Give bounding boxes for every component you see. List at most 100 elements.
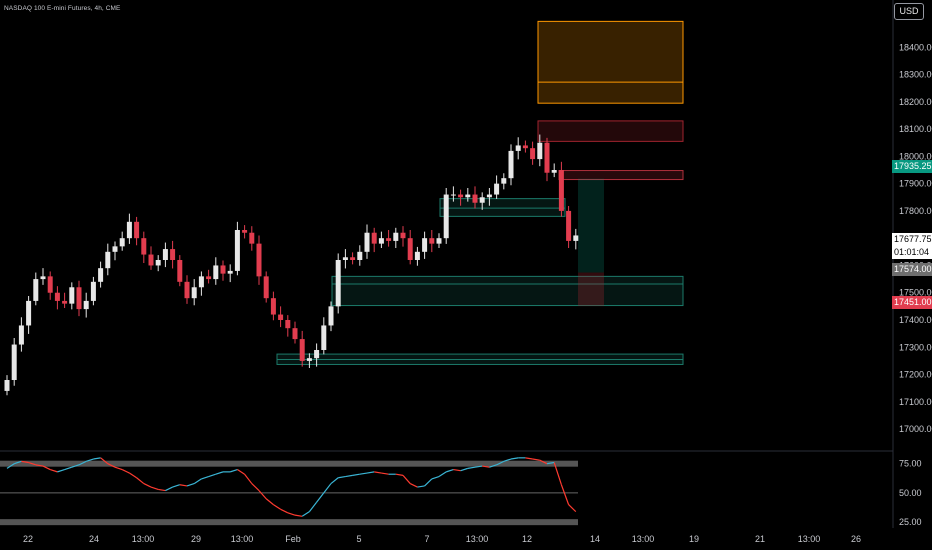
price-tick-label: 17200.00 — [899, 370, 932, 380]
candle-body — [177, 260, 183, 282]
candle-body — [328, 306, 334, 326]
rsi-segment — [251, 483, 260, 492]
rsi-segment — [402, 474, 411, 484]
candle-body — [551, 170, 557, 173]
candle-body — [134, 221, 140, 239]
candle-body — [18, 325, 24, 345]
rsi-segment — [244, 473, 253, 484]
time-tick-label: Feb — [285, 534, 301, 544]
candle-body — [465, 194, 471, 198]
demand-zone-upper — [439, 198, 566, 217]
rsi-segment — [345, 474, 353, 478]
rsi-segment — [78, 460, 87, 466]
price-tick-label: 17900.00 — [899, 179, 932, 189]
candle-body — [494, 183, 500, 195]
rsi-segment — [308, 501, 318, 512]
candle-body — [11, 344, 17, 380]
rsi-segment — [136, 477, 145, 485]
rsi-segment — [93, 457, 101, 460]
time-tick-label: 21 — [755, 534, 765, 544]
candle-body — [458, 194, 464, 198]
rsi-band-edge — [0, 519, 578, 526]
candle-body — [227, 270, 233, 274]
price-tick-label: 18000.00 — [899, 151, 932, 161]
candle-body — [278, 314, 284, 320]
time-tick-label: 29 — [191, 534, 201, 544]
rsi-segment — [323, 483, 332, 494]
candle-body — [285, 320, 291, 329]
price-tick-label: 17400.00 — [899, 315, 932, 325]
candle-body — [4, 380, 10, 391]
time-tick-label: 13:00 — [632, 534, 655, 544]
rsi-segment — [237, 469, 245, 475]
candle-body — [486, 194, 492, 198]
candle-body — [522, 145, 528, 149]
rsi-segment — [417, 485, 425, 488]
rsi-segment — [374, 471, 382, 474]
time-tick-label: 7 — [424, 534, 429, 544]
rsi-segment — [86, 458, 94, 462]
upper-marker-label: 17935.25 — [892, 160, 932, 173]
time-tick-label: 24 — [89, 534, 99, 544]
candle-body — [472, 194, 478, 203]
candle-body — [407, 238, 413, 260]
rsi-segment — [121, 468, 130, 474]
candle-body — [450, 194, 456, 196]
candle-body — [256, 243, 262, 277]
rsi-segment — [560, 484, 570, 505]
rsi-segment — [107, 463, 116, 468]
rsi-segment — [14, 460, 22, 465]
rsi-segment — [438, 471, 447, 478]
candle-body — [198, 276, 204, 288]
rsi-segment — [474, 465, 483, 468]
candle-body — [242, 230, 248, 233]
candle-body — [220, 265, 226, 274]
candle-body — [357, 251, 363, 260]
candle-body — [400, 232, 406, 239]
candle-body — [515, 145, 521, 151]
rsi-band-edge — [0, 460, 578, 467]
candle-body — [126, 221, 132, 239]
rsi-segment — [172, 484, 180, 488]
time-tick-label: 22 — [23, 534, 33, 544]
rsi-segment — [21, 460, 29, 464]
time-axis[interactable]: 22 24 13:00 29 13:00 Feb 5 7 13:00 12 14 13:00 19 21 1… — [23, 534, 861, 544]
rsi-segment — [6, 463, 15, 469]
rsi-segment — [114, 466, 123, 471]
candle-body — [393, 232, 399, 241]
candle-body — [155, 260, 161, 266]
candle-body — [508, 150, 514, 179]
candle-body — [119, 238, 125, 247]
rsi-segment — [193, 478, 202, 485]
rsi-segment — [208, 473, 216, 478]
candle-body — [98, 268, 104, 282]
candle-body — [314, 350, 320, 359]
candle-body — [234, 230, 240, 271]
candle-body — [170, 249, 176, 260]
candle-body — [62, 300, 68, 304]
price-tick-label: 17300.00 — [899, 342, 932, 352]
rsi-segment — [215, 471, 224, 475]
rsi-segment — [489, 464, 497, 468]
countdown-label: 01:01:04 — [892, 246, 932, 259]
candle-body — [371, 232, 377, 244]
candle-body — [386, 238, 392, 241]
rsi-segment — [301, 511, 310, 517]
rsi-segment — [546, 461, 555, 465]
candles-layer — [4, 134, 579, 396]
rsi-segment — [424, 478, 433, 487]
rsi-tick-label: 25.00 — [899, 517, 922, 527]
rsi-segment — [294, 514, 303, 517]
candle-body — [90, 281, 96, 301]
candle-body — [544, 142, 550, 173]
red-marker-label: 17451.00 — [892, 296, 932, 309]
price-tick-label: 18400.00 — [899, 42, 932, 52]
rsi-segment — [330, 477, 339, 485]
currency-button[interactable]: USD — [894, 3, 924, 20]
time-tick-label: 12 — [522, 534, 532, 544]
candle-body — [292, 328, 298, 340]
candle-body — [321, 325, 327, 350]
position-loss — [578, 272, 604, 307]
rsi-segment — [409, 483, 418, 488]
